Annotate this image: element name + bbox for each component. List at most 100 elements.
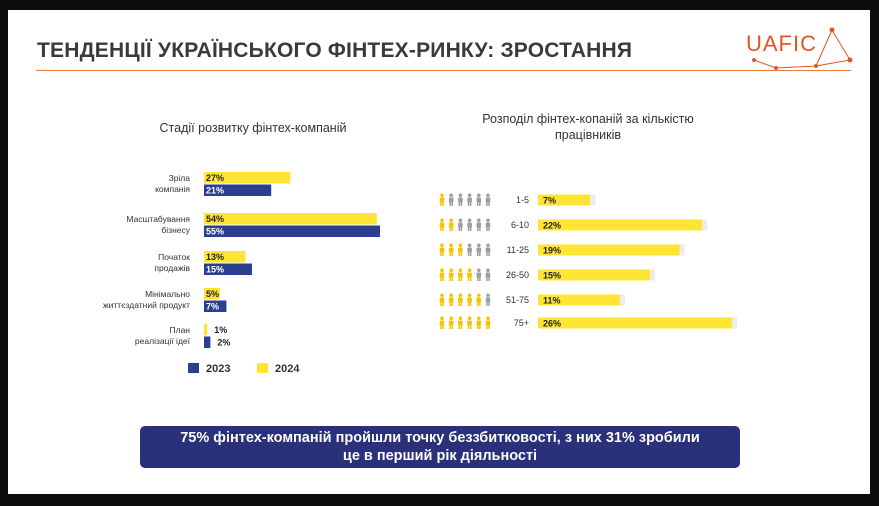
value-label-2024: 54% xyxy=(206,214,224,224)
person-icon xyxy=(485,316,491,329)
category-label-line: Масштабування xyxy=(126,214,190,224)
person-icon xyxy=(485,218,491,231)
person-leg xyxy=(486,277,488,281)
person-head xyxy=(458,218,463,223)
person-head xyxy=(486,268,490,273)
category-label-line: План xyxy=(170,325,191,335)
person-leg xyxy=(442,302,444,306)
person-body xyxy=(439,247,445,253)
bar-shadow xyxy=(590,194,596,206)
person-body xyxy=(448,197,454,203)
person-leg xyxy=(467,325,470,329)
person-icon xyxy=(439,316,445,329)
category-label: 1-5 xyxy=(516,195,529,205)
person-leg xyxy=(469,302,472,306)
person-head xyxy=(458,316,463,321)
person-icon xyxy=(476,218,482,231)
page-title: ТЕНДЕНЦІЇ УКРАЇНСЬКОГО ФІНТЕХ-РИНКУ: ЗРО… xyxy=(37,39,633,62)
person-body xyxy=(485,320,491,326)
value-label-2023: 55% xyxy=(206,227,224,237)
person-leg xyxy=(440,302,442,306)
person-body xyxy=(476,297,482,303)
person-icon xyxy=(476,293,482,306)
person-body xyxy=(485,272,491,278)
category-label: 75+ xyxy=(514,318,529,328)
person-body xyxy=(448,222,454,228)
bar-2023 xyxy=(204,263,252,275)
person-body xyxy=(485,297,491,303)
person-head xyxy=(477,316,481,321)
person-leg xyxy=(488,227,490,231)
person-leg xyxy=(442,227,444,231)
person-body xyxy=(467,272,472,278)
person-leg xyxy=(458,325,461,329)
person-leg xyxy=(460,302,463,306)
person-body xyxy=(448,247,454,253)
person-icon xyxy=(448,243,454,256)
slide: ТЕНДЕНЦІЇ УКРАЇНСЬКОГО ФІНТЕХ-РИНКУ: ЗРО… xyxy=(8,10,870,494)
person-head xyxy=(477,268,481,273)
person-leg xyxy=(469,202,472,206)
category-label: 6-10 xyxy=(511,220,529,230)
person-body xyxy=(448,297,454,303)
person-head xyxy=(449,218,454,223)
person-icon xyxy=(458,243,463,256)
person-body xyxy=(476,320,482,326)
title-divider xyxy=(36,70,851,71)
legend-swatch-2024 xyxy=(257,363,268,373)
legend-swatch-2023 xyxy=(188,363,199,373)
person-leg xyxy=(442,252,444,256)
person-leg xyxy=(458,302,461,306)
person-leg xyxy=(458,252,461,256)
person-leg xyxy=(451,252,453,256)
person-leg xyxy=(479,302,481,306)
person-leg xyxy=(460,252,463,256)
person-body xyxy=(476,222,482,228)
person-icon xyxy=(439,243,445,256)
stages-bar-chart: Зріла компанія 27% 21% Масштабування бізнесу 5… xyxy=(103,172,380,375)
person-body xyxy=(458,320,463,326)
person-body xyxy=(467,222,472,228)
value-label: 15% xyxy=(543,271,561,281)
value-label-2024: 13% xyxy=(206,252,224,262)
person-head xyxy=(486,218,490,223)
category-label-line: реалізації ідеї xyxy=(135,336,191,346)
person-head xyxy=(467,193,472,198)
person-head xyxy=(467,218,472,223)
person-icon xyxy=(448,218,454,231)
bar-employees xyxy=(538,219,703,231)
person-icon xyxy=(467,193,472,206)
person-icon xyxy=(485,268,491,281)
person-body xyxy=(485,197,491,203)
category-label: 26-50 xyxy=(506,270,529,280)
category-label: Початок продажів xyxy=(154,252,190,273)
person-leg xyxy=(442,202,444,206)
person-head xyxy=(458,293,463,298)
person-leg xyxy=(469,325,472,329)
value-label: 22% xyxy=(543,221,561,231)
person-icon xyxy=(439,293,445,306)
person-icon xyxy=(439,268,445,281)
person-leg xyxy=(451,277,453,281)
person-body xyxy=(467,197,472,203)
person-leg xyxy=(477,227,479,231)
person-leg xyxy=(469,252,472,256)
person-leg xyxy=(477,252,479,256)
person-leg xyxy=(486,252,488,256)
person-head xyxy=(467,268,472,273)
person-head xyxy=(486,243,490,248)
person-icon xyxy=(448,293,454,306)
person-leg xyxy=(479,277,481,281)
bar-2024 xyxy=(204,213,377,225)
category-label: Масштабування бізнесу xyxy=(126,214,190,235)
value-label-2024: 27% xyxy=(206,173,224,183)
person-leg xyxy=(451,227,453,231)
person-icon xyxy=(476,193,482,206)
person-body xyxy=(439,222,445,228)
bar-2023 xyxy=(204,336,211,348)
person-leg xyxy=(467,227,470,231)
category-label-line: бізнесу xyxy=(161,225,190,235)
category-label-line: продажів xyxy=(154,263,190,273)
person-leg xyxy=(460,277,463,281)
person-leg xyxy=(440,325,442,329)
